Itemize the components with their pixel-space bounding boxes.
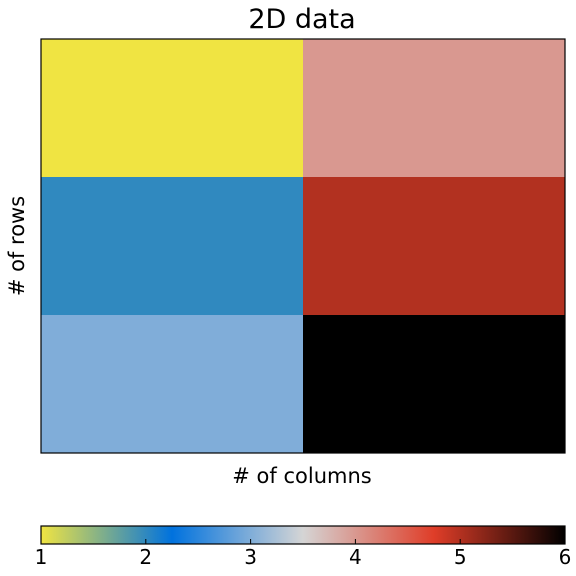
colorbar-tick-label: 3 bbox=[244, 545, 257, 569]
heatmap-cell-r1-c1 bbox=[41, 39, 304, 178]
colorbar bbox=[40, 525, 566, 545]
colorbar-tick-label: 6 bbox=[559, 545, 572, 569]
heatmap-cell-r2-c2 bbox=[303, 177, 566, 316]
colorbar-tick-label: 4 bbox=[349, 545, 362, 569]
colorbar-ticks: 1 2 3 4 5 6 bbox=[35, 539, 572, 569]
y-axis-label: # of rows bbox=[5, 196, 29, 296]
colorbar-tick-label: 5 bbox=[454, 545, 467, 569]
plot-frame bbox=[40, 38, 566, 454]
heatmap-cell-r2-c1 bbox=[41, 177, 304, 316]
chart-title: 2D data bbox=[248, 4, 355, 35]
heatmap-cell-r3-c1 bbox=[41, 315, 304, 454]
heatmap-cell-r1-c2 bbox=[303, 39, 566, 178]
x-axis-label: # of columns bbox=[232, 464, 371, 488]
colorbar-tick-label: 1 bbox=[35, 545, 48, 569]
heatmap-cell-r3-c2 bbox=[303, 315, 566, 454]
colorbar-tick-label: 2 bbox=[139, 545, 152, 569]
heatmap-cells bbox=[41, 39, 566, 454]
